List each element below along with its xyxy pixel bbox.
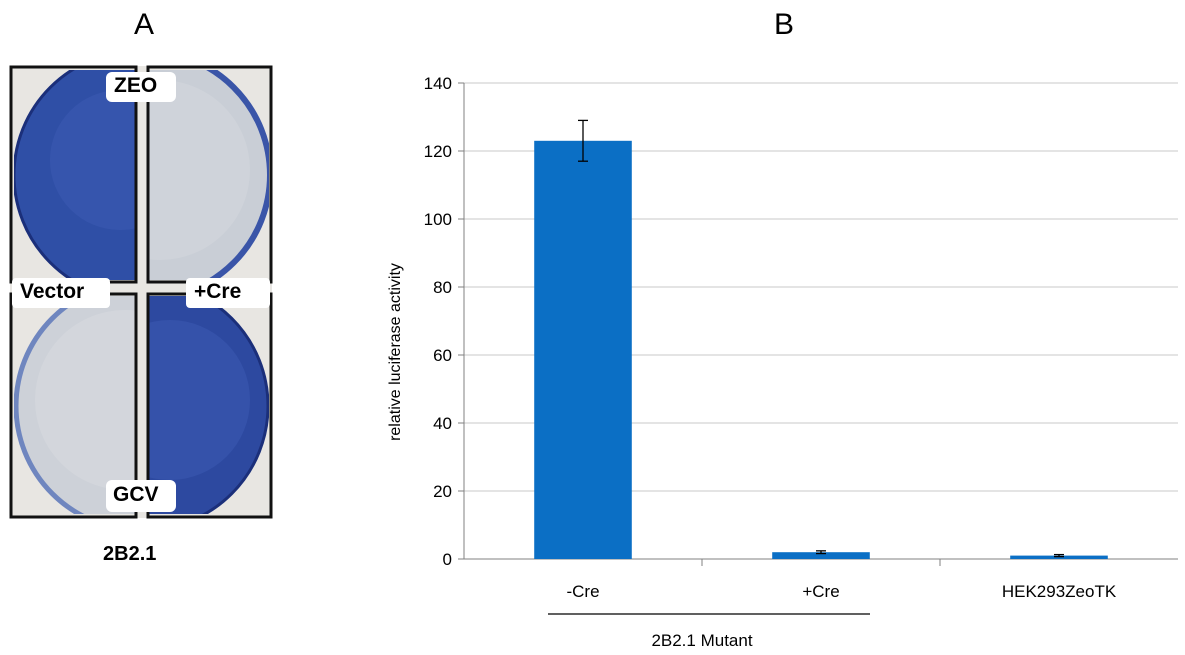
label-box-vector [12, 278, 110, 308]
x-tick-label: HEK293ZeoTK [1002, 582, 1117, 601]
y-tick-label: 20 [433, 482, 452, 501]
plate-cre-gcv [149, 296, 269, 514]
bar-cre [772, 552, 870, 559]
tick-labels: 0 20 40 60 80 100 120 140 -Cre +Cre HEK293ZeoTK [424, 74, 1117, 601]
plate-cre-zeo [149, 70, 269, 280]
y-tick-label: 120 [424, 142, 452, 161]
plate-vector-gcv [14, 296, 135, 514]
plate-caption: 2B2.1 [103, 543, 157, 565]
y-axis-label: relative luciferase activity [387, 263, 404, 441]
label-box-gcv [106, 480, 176, 512]
label-box-cre [186, 278, 270, 308]
plate-label-vector: Vector [20, 280, 85, 303]
plate-panel [9, 65, 273, 519]
y-tick-label: 100 [424, 210, 452, 229]
plate-vector-zeo [14, 70, 135, 280]
x-tick-label: -Cre [566, 582, 599, 601]
bar-hek293zeotk [1010, 555, 1108, 559]
label-box-zeo [106, 72, 176, 102]
bar-cre [534, 140, 632, 560]
bars [534, 119, 1108, 560]
panel-a-letter: A [134, 8, 155, 41]
group-label: 2B2.1 Mutant [651, 631, 752, 650]
plate-label-cre: +Cre [194, 280, 242, 303]
plate-label-zeo: ZEO [114, 74, 158, 97]
y-tick-label: 140 [424, 74, 452, 93]
y-tick-label: 80 [433, 278, 452, 297]
plate-label-gcv: GCV [113, 483, 159, 506]
panel-b-letter: B [774, 8, 795, 41]
y-tick-label: 0 [443, 550, 452, 569]
y-tick-label: 40 [433, 414, 452, 433]
x-tick-label: +Cre [802, 582, 839, 601]
y-tick-label: 60 [433, 346, 452, 365]
